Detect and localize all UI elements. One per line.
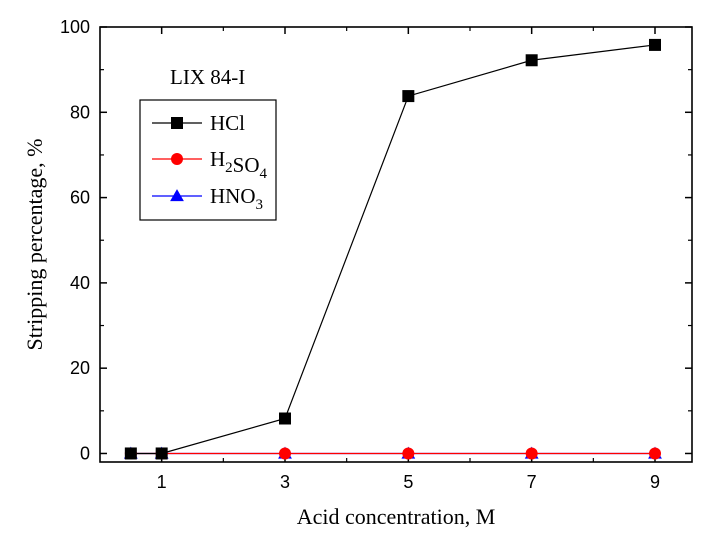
y-tick-label: 20 <box>70 358 90 378</box>
data-point-H2SO4 <box>279 447 291 460</box>
data-point-HCl <box>155 447 168 460</box>
legend-marker-H2SO4 <box>171 153 183 165</box>
legend-marker-HCl <box>171 117 183 129</box>
x-axis-title: Acid concentration, M <box>297 504 496 529</box>
y-tick-label: 80 <box>70 102 90 122</box>
x-tick-label: 5 <box>403 472 413 492</box>
data-point-H2SO4 <box>649 447 661 460</box>
legend-marker-HNO3 <box>170 189 184 202</box>
x-tick-label: 1 <box>157 472 167 492</box>
data-point-HCl <box>649 38 661 51</box>
plot-frame <box>99 26 693 463</box>
legend-box <box>139 99 277 221</box>
data-point-H2SO4 <box>402 447 415 460</box>
y-axis-title: Stripping percentage, % <box>22 139 47 351</box>
x-tick-label: 7 <box>527 472 537 492</box>
legend-label-HCl: HCl <box>210 111 245 135</box>
annotation-label: LIX 84-I <box>170 65 245 89</box>
legend-label-H2SO4: H2SO4 <box>210 147 268 182</box>
y-tick-label: 40 <box>70 273 90 293</box>
y-tick-label: 60 <box>70 188 90 208</box>
y-tick-label: 100 <box>60 17 90 37</box>
legend-label-HNO3: HNO3 <box>210 184 263 213</box>
y-tick-label: 0 <box>80 443 90 463</box>
data-point-HCl <box>525 54 538 67</box>
x-tick-label: 9 <box>650 472 660 492</box>
data-point-H2SO4 <box>525 447 538 460</box>
data-point-HCl <box>402 90 415 103</box>
x-tick-label: 3 <box>280 472 290 492</box>
data-point-HCl <box>124 447 137 460</box>
data-point-HCl <box>279 412 291 425</box>
